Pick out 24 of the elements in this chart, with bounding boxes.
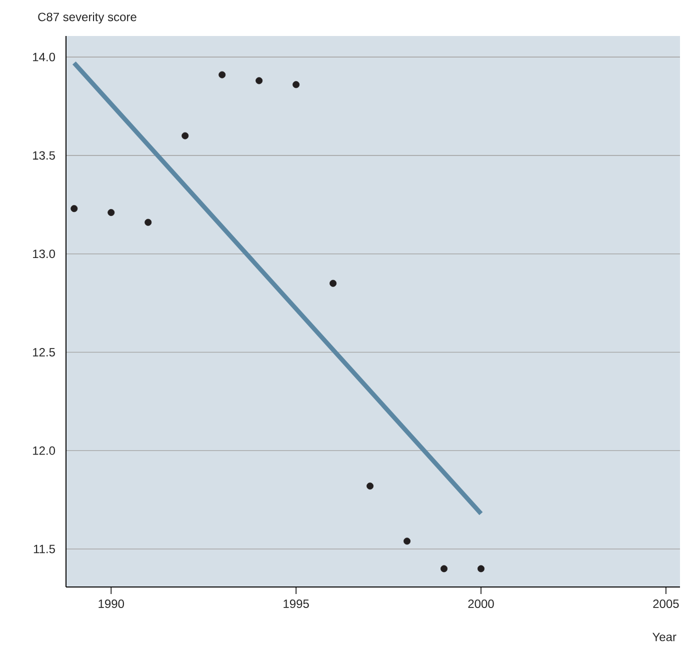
point xyxy=(108,209,115,216)
x-tick-label: 2000 xyxy=(468,600,494,608)
y-tick-label: 12.0 xyxy=(33,446,56,455)
x-tick-label: 2005 xyxy=(653,600,679,608)
point xyxy=(366,482,374,490)
point xyxy=(182,132,189,140)
y-tick-label: 13.0 xyxy=(33,250,56,258)
point xyxy=(330,280,337,287)
x-axis-title: Year xyxy=(652,632,676,642)
y-axis-title: C87 severity score xyxy=(38,12,136,24)
point xyxy=(404,538,411,545)
y-tick-label: 12.5 xyxy=(33,348,55,356)
point xyxy=(144,218,152,226)
point xyxy=(256,77,263,84)
point xyxy=(478,565,485,572)
point xyxy=(218,71,226,78)
x-tick-label: 1995 xyxy=(284,600,309,608)
y-tick-label: 14.0 xyxy=(33,52,56,62)
point xyxy=(70,205,78,212)
point xyxy=(292,81,300,88)
point xyxy=(440,565,448,572)
x-tick-label: 1990 xyxy=(98,600,124,608)
y-tick-label: 11.5 xyxy=(34,544,55,554)
y-tick-label: 13.5 xyxy=(33,151,55,160)
